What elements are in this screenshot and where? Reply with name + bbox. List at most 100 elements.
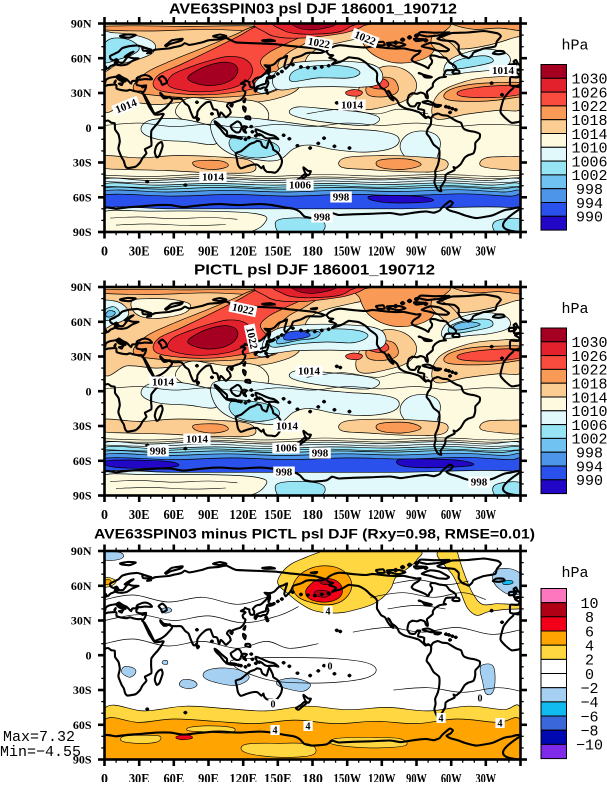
svg-text:0: 0	[101, 772, 108, 782]
svg-text:998: 998	[576, 446, 603, 463]
svg-text:4: 4	[439, 713, 444, 724]
svg-text:150W: 150W	[333, 245, 361, 260]
svg-text:60E: 60E	[163, 245, 184, 260]
svg-text:1022: 1022	[571, 363, 607, 380]
svg-text:4: 4	[498, 718, 503, 729]
svg-text:990: 990	[576, 473, 603, 490]
svg-text:1014: 1014	[152, 377, 175, 389]
svg-text:1026: 1026	[571, 85, 607, 102]
svg-text:60S: 60S	[73, 718, 92, 732]
svg-text:998: 998	[314, 212, 331, 224]
svg-text:0: 0	[585, 667, 594, 684]
svg-text:1018: 1018	[571, 113, 607, 130]
svg-text:180: 180	[302, 245, 323, 260]
svg-text:90W: 90W	[406, 508, 427, 523]
svg-text:90N: 90N	[71, 280, 92, 294]
svg-text:30W: 30W	[475, 772, 496, 782]
svg-text:60N: 60N	[71, 579, 92, 593]
svg-text:2: 2	[585, 653, 594, 670]
svg-text:10: 10	[580, 596, 598, 613]
svg-text:6: 6	[585, 624, 594, 641]
svg-text:30E: 30E	[129, 772, 150, 782]
svg-text:90N: 90N	[71, 544, 92, 558]
svg-text:30W: 30W	[475, 508, 496, 523]
svg-text:90E: 90E	[198, 508, 219, 523]
svg-text:0: 0	[86, 649, 92, 663]
svg-text:30E: 30E	[129, 245, 150, 260]
svg-text:998: 998	[471, 477, 488, 489]
svg-text:150W: 150W	[333, 508, 361, 523]
svg-text:1014: 1014	[298, 366, 321, 378]
svg-text:60W: 60W	[441, 772, 462, 782]
svg-text:30N: 30N	[71, 614, 92, 628]
svg-text:1014: 1014	[186, 434, 209, 446]
svg-text:120E: 120E	[229, 245, 257, 260]
svg-text:hPa: hPa	[561, 301, 588, 318]
svg-text:8: 8	[585, 610, 594, 627]
svg-text:−6: −6	[580, 709, 598, 726]
svg-text:90E: 90E	[198, 772, 219, 782]
svg-text:998: 998	[150, 446, 167, 458]
svg-text:1014: 1014	[202, 172, 225, 184]
svg-text:1006: 1006	[571, 418, 607, 435]
svg-text:60S: 60S	[73, 191, 92, 205]
svg-text:180: 180	[302, 772, 323, 782]
svg-text:1014: 1014	[276, 421, 299, 433]
svg-text:1014: 1014	[341, 100, 364, 112]
svg-text:998: 998	[276, 467, 293, 479]
svg-text:AVE63SPIN03 minus PICTL psl DJ: AVE63SPIN03 minus PICTL psl DJF (Rxy=0.9…	[94, 526, 535, 542]
svg-text:60W: 60W	[441, 508, 462, 523]
svg-text:30N: 30N	[71, 86, 92, 100]
svg-text:150E: 150E	[264, 245, 292, 260]
svg-text:90W: 90W	[406, 245, 427, 260]
svg-text:0: 0	[271, 699, 276, 710]
svg-text:994: 994	[576, 459, 603, 476]
svg-text:60S: 60S	[73, 454, 92, 468]
svg-text:0: 0	[478, 693, 483, 704]
svg-text:1010: 1010	[571, 141, 607, 158]
svg-text:990: 990	[576, 210, 603, 227]
svg-text:150W: 150W	[333, 772, 361, 782]
svg-text:90E: 90E	[198, 245, 219, 260]
svg-text:180: 180	[302, 508, 323, 523]
svg-text:60N: 60N	[71, 315, 92, 329]
svg-text:90S: 90S	[73, 225, 92, 239]
svg-text:998: 998	[576, 182, 603, 199]
svg-text:1002: 1002	[571, 168, 607, 185]
svg-text:hPa: hPa	[561, 38, 588, 55]
svg-text:120W: 120W	[368, 772, 396, 782]
svg-text:−4: −4	[580, 695, 598, 712]
svg-text:30N: 30N	[71, 350, 92, 364]
svg-text:1014: 1014	[571, 127, 607, 144]
svg-text:30S: 30S	[73, 156, 92, 170]
svg-text:1006: 1006	[571, 154, 607, 171]
svg-text:998: 998	[312, 448, 329, 460]
svg-text:150E: 150E	[264, 772, 292, 782]
svg-text:90N: 90N	[71, 17, 92, 31]
svg-text:AVE63SPIN03 psl DJF 186001_190: AVE63SPIN03 psl DJF 186001_190712	[169, 1, 457, 18]
svg-text:30S: 30S	[73, 683, 92, 697]
svg-text:1006: 1006	[289, 180, 312, 192]
svg-text:60E: 60E	[163, 508, 184, 523]
svg-text:120W: 120W	[368, 508, 396, 523]
svg-text:120W: 120W	[368, 245, 396, 260]
svg-text:1030: 1030	[571, 72, 607, 89]
svg-text:120E: 120E	[229, 772, 257, 782]
svg-text:0: 0	[86, 121, 92, 135]
svg-text:90S: 90S	[73, 489, 92, 503]
svg-text:−2: −2	[580, 681, 598, 698]
svg-text:1006: 1006	[275, 443, 298, 455]
svg-text:4: 4	[585, 639, 594, 656]
svg-text:1022: 1022	[571, 99, 607, 116]
svg-text:30W: 30W	[475, 245, 496, 260]
svg-text:Max=7.32: Max=7.32	[3, 729, 75, 746]
svg-text:0: 0	[328, 661, 333, 672]
svg-text:60E: 60E	[163, 772, 184, 782]
svg-text:998: 998	[333, 192, 350, 204]
svg-text:150E: 150E	[264, 508, 292, 523]
svg-text:90S: 90S	[73, 753, 92, 767]
svg-text:120E: 120E	[229, 508, 257, 523]
svg-text:90W: 90W	[406, 772, 427, 782]
svg-text:1022: 1022	[231, 301, 256, 317]
svg-text:4: 4	[273, 725, 278, 736]
